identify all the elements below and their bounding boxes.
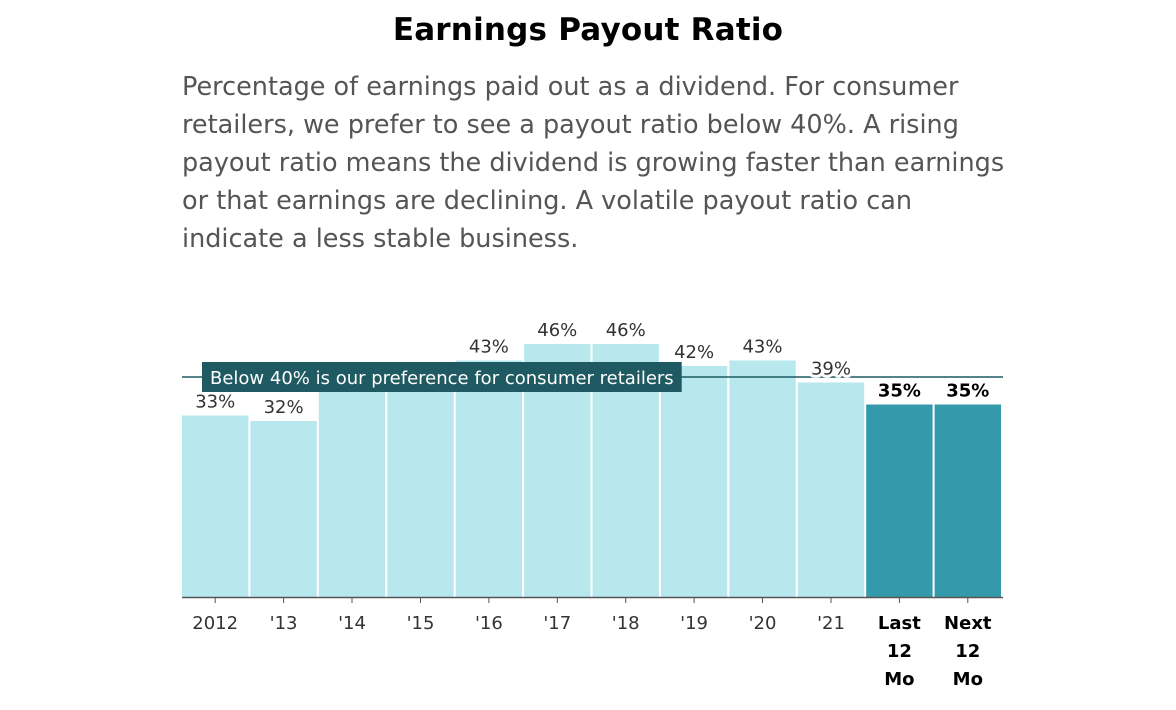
x-tick-label-3: '15: [407, 613, 435, 634]
data-label-1: 32%: [264, 397, 304, 418]
bar-4: [455, 360, 523, 597]
x-tick-label-2: '14: [338, 613, 366, 634]
data-label-10: 35%: [878, 381, 921, 402]
reference-annotation-box: [202, 362, 682, 392]
bar-10: [866, 404, 933, 597]
data-label-0: 33%: [195, 392, 235, 413]
data-label-8: 43%: [742, 337, 782, 358]
reference-annotation-label: Below 40% is our preference for consumer…: [210, 368, 674, 389]
bar-7: [660, 366, 728, 597]
x-tick-label-6: '18: [612, 613, 640, 634]
x-tick-label-0: 2012: [192, 613, 238, 634]
bar-1: [250, 421, 317, 597]
data-label-5: 46%: [537, 320, 577, 341]
bar-8: [729, 360, 796, 597]
x-tick-label-5: '17: [543, 613, 571, 634]
bar-3: [387, 366, 454, 597]
data-label-7: 42%: [674, 342, 714, 363]
bar-11: [934, 404, 1001, 597]
data-label-6: 46%: [606, 320, 646, 341]
x-tick-label-11: Next 12 Mo: [944, 613, 992, 690]
x-tick-label-8: '20: [749, 613, 777, 634]
bar-0: [182, 415, 249, 597]
x-tick-label-9: '21: [817, 613, 845, 634]
data-label-11: 35%: [946, 381, 989, 402]
x-tick-label-4: '16: [475, 613, 503, 634]
x-tick-label-1: '13: [270, 613, 298, 634]
bar-2: [318, 371, 386, 597]
data-label-4: 43%: [469, 337, 509, 358]
x-tick-label-10: Last 12 Mo: [878, 613, 921, 690]
data-label-9: 39%: [811, 359, 851, 380]
chart-subtitle: Percentage of earnings paid out as a div…: [182, 72, 1005, 254]
bar-9: [797, 382, 865, 597]
x-tick-label-7: '19: [680, 613, 708, 634]
chart-title: Earnings Payout Ratio: [392, 12, 784, 48]
